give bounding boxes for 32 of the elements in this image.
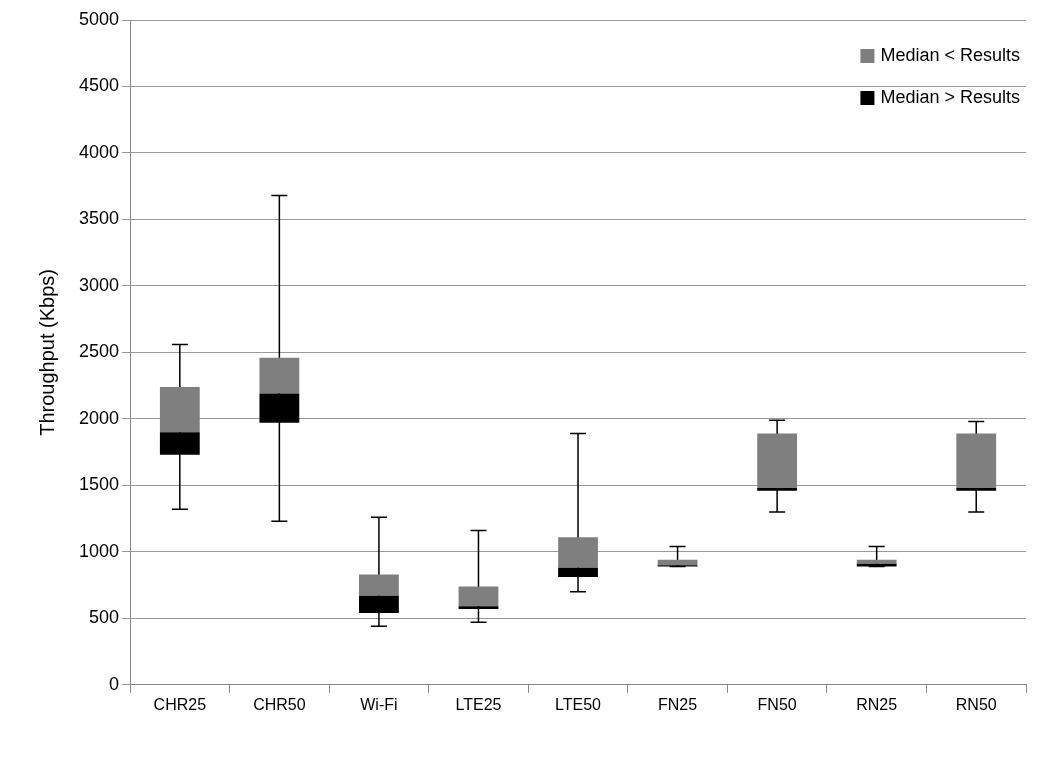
bar <box>558 537 598 568</box>
bar <box>359 574 399 596</box>
x-tick-label: FN25 <box>658 695 698 713</box>
x-tick-label: Wi-Fi <box>360 695 398 713</box>
x-tick-label: RN50 <box>955 695 997 713</box>
y-tick-label: 500 <box>89 607 120 628</box>
x-tick-label: LTE25 <box>455 695 502 713</box>
y-tick-label: 2000 <box>79 407 120 428</box>
x-tick-label: RN25 <box>856 695 898 713</box>
legend-label: Median < Results <box>880 44 1021 65</box>
legend-label: Median > Results <box>880 86 1021 107</box>
bar <box>657 559 698 566</box>
y-tick-label: 1500 <box>79 474 120 495</box>
bar <box>856 559 897 564</box>
x-tick-label: FN50 <box>757 695 797 713</box>
y-tick-label: 1000 <box>79 540 120 561</box>
x-tick-label: LTE50 <box>555 695 602 713</box>
y-axis-title: Throughput (Kbps) <box>35 269 58 436</box>
y-tick-label: 0 <box>109 673 120 694</box>
y-tick-label: 2500 <box>79 341 120 362</box>
bar <box>458 586 499 607</box>
bar <box>956 433 997 489</box>
y-tick-label: 4500 <box>79 75 120 96</box>
y-tick-label: 4000 <box>79 141 120 162</box>
bar <box>159 386 200 433</box>
y-tick-label: 5000 <box>79 8 120 29</box>
y-tick-label: 3500 <box>79 208 120 229</box>
x-tick-label: CHR25 <box>153 695 207 713</box>
bar <box>757 433 798 489</box>
bar <box>259 357 300 394</box>
x-tick-label: CHR50 <box>253 695 306 713</box>
y-tick-label: 3000 <box>79 274 120 295</box>
